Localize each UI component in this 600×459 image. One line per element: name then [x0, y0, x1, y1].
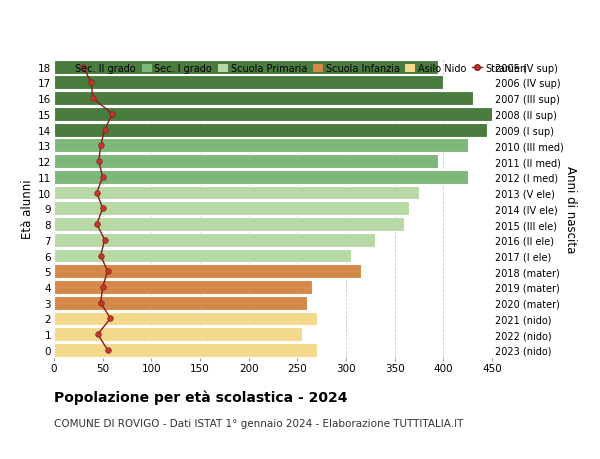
- Text: Popolazione per età scolastica - 2024: Popolazione per età scolastica - 2024: [54, 390, 347, 405]
- Bar: [54, 265, 361, 279]
- Bar: [54, 249, 351, 263]
- Y-axis label: Anni di nascita: Anni di nascita: [565, 165, 577, 252]
- Y-axis label: Età alunni: Età alunni: [21, 179, 34, 239]
- Bar: [54, 280, 312, 294]
- Bar: [54, 61, 439, 74]
- Bar: [54, 123, 487, 137]
- Text: COMUNE DI ROVIGO - Dati ISTAT 1° gennaio 2024 - Elaborazione TUTTITALIA.IT: COMUNE DI ROVIGO - Dati ISTAT 1° gennaio…: [54, 418, 463, 428]
- Bar: [54, 108, 497, 122]
- Bar: [54, 218, 404, 231]
- Bar: [54, 155, 439, 168]
- Bar: [54, 171, 467, 185]
- Bar: [54, 202, 409, 216]
- Bar: [54, 312, 317, 326]
- Legend: Sec. II grado, Sec. I grado, Scuola Primaria, Scuola Infanzia, Asilo Nido, Stran: Sec. II grado, Sec. I grado, Scuola Prim…: [59, 60, 530, 78]
- Bar: [54, 328, 302, 341]
- Bar: [54, 296, 307, 310]
- Bar: [54, 139, 467, 153]
- Bar: [54, 186, 419, 200]
- Bar: [54, 76, 443, 90]
- Bar: [54, 92, 473, 106]
- Bar: [54, 233, 375, 247]
- Bar: [54, 343, 317, 357]
